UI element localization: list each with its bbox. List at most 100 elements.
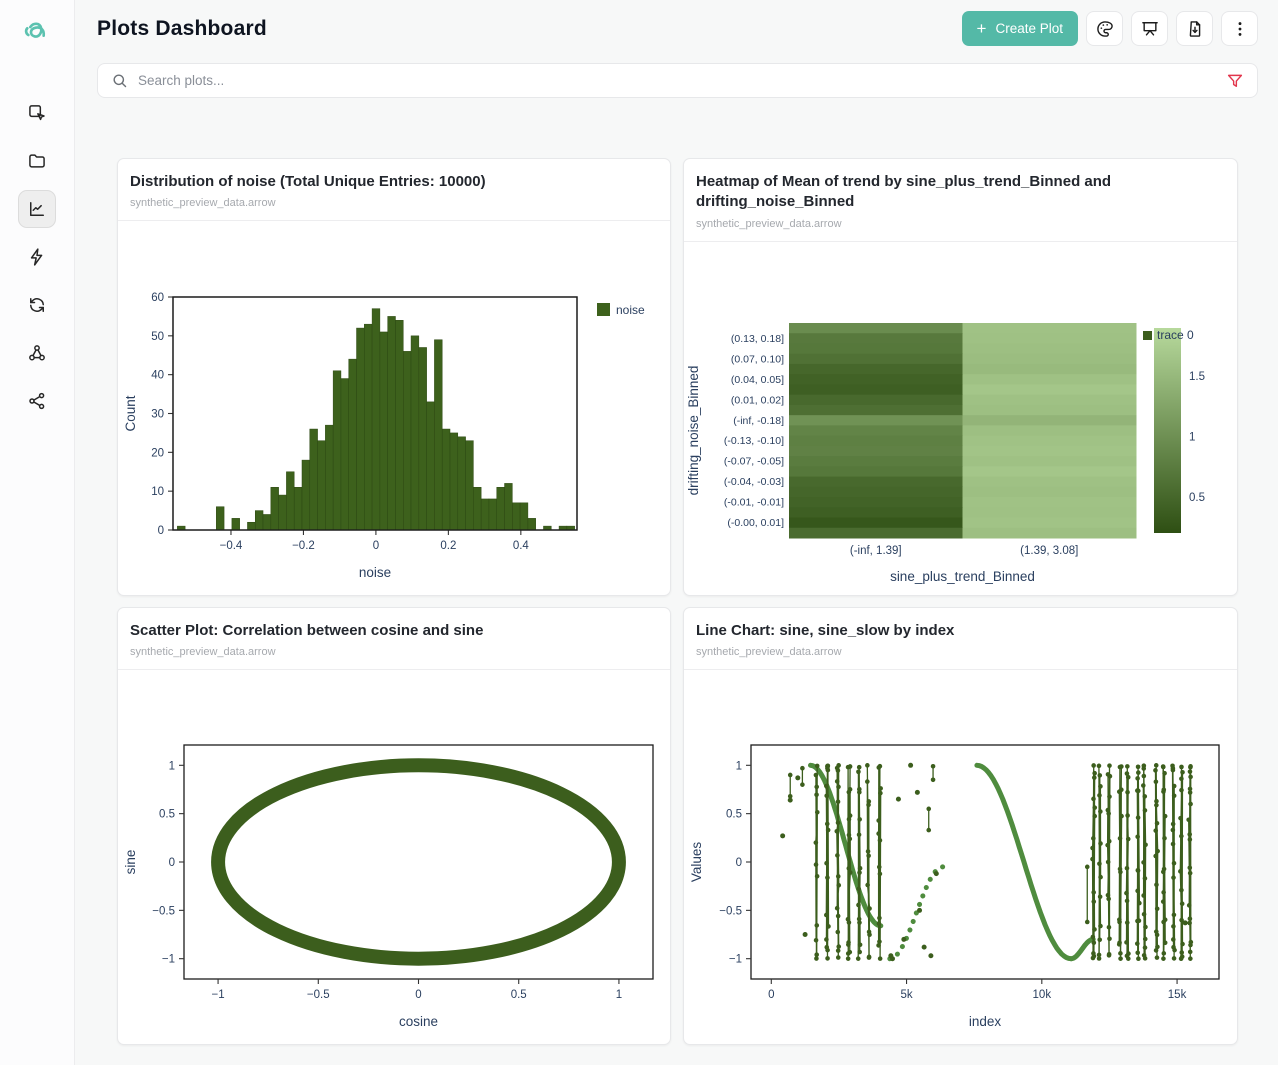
card-trend-heatmap: Heatmap of Mean of trend by sine_plus_tr… — [683, 158, 1238, 596]
sidebar-item-files[interactable] — [18, 142, 56, 180]
svg-text:0.5: 0.5 — [726, 809, 742, 821]
svg-text:sine_plus_trend_Binned: sine_plus_trend_Binned — [890, 569, 1035, 584]
theme-palette-button[interactable] — [1086, 11, 1123, 46]
scatter-chart[interactable]: −1 −0.5 0 0.5 1 −1 −0.5 0 0.5 1 cosine sine — [118, 673, 670, 1041]
svg-text:20: 20 — [151, 447, 164, 459]
sidebar-item-actions[interactable] — [18, 238, 56, 276]
kebab-menu-icon — [1238, 21, 1241, 36]
line-chart-icon — [30, 202, 44, 216]
histogram-chart[interactable]: −0.4 −0.2 0 0.2 0.4 0 10 20 30 40 50 60 noise Count no… — [118, 225, 670, 591]
svg-text:0: 0 — [736, 857, 742, 869]
svg-text:1: 1 — [1189, 432, 1195, 444]
plot-title: Heatmap of Mean of trend by sine_plus_tr… — [696, 173, 1112, 211]
svg-text:1: 1 — [616, 989, 622, 1001]
svg-text:0: 0 — [768, 989, 774, 1001]
svg-text:(-inf, 1.39]: (-inf, 1.39] — [850, 545, 902, 557]
presentation-icon — [1141, 21, 1158, 36]
more-menu-button[interactable] — [1221, 11, 1258, 46]
plot-source-file: synthetic_preview_data.arrow — [130, 197, 276, 210]
svg-text:60: 60 — [151, 292, 164, 304]
svg-text:0: 0 — [158, 525, 164, 537]
plot-area: 0 5k 10k 15k −1 −0.5 0 0.5 1 index Values — [684, 669, 1237, 1044]
filter-funnel-icon[interactable] — [1226, 72, 1244, 90]
svg-text:0.2: 0.2 — [440, 540, 456, 552]
sidebar-item-select[interactable] — [18, 94, 56, 132]
svg-text:0: 0 — [415, 989, 421, 1001]
create-plot-label: Create Plot — [995, 21, 1063, 36]
plot-source-file: synthetic_preview_data.arrow — [696, 646, 842, 659]
svg-text:noise: noise — [359, 565, 391, 580]
plot-source-file: synthetic_preview_data.arrow — [696, 217, 842, 230]
main-content: Plots Dashboard + Create Plot — [75, 0, 1278, 1045]
plot-title: Scatter Plot: Correlation between cosine… — [130, 622, 484, 639]
card-header: Distribution of noise (Total Unique Entr… — [118, 159, 670, 220]
svg-text:10k: 10k — [1033, 989, 1052, 1001]
svg-text:0.5: 0.5 — [1189, 492, 1205, 504]
sidebar — [0, 0, 75, 1065]
plot-area: −0.4 −0.2 0 0.2 0.4 0 10 20 30 40 50 60 noise Count no… — [118, 220, 670, 595]
svg-text:5k: 5k — [900, 989, 912, 1001]
page-title: Plots Dashboard — [97, 16, 267, 40]
svg-text:(-0.01, -0.01]: (-0.01, -0.01] — [724, 497, 784, 509]
svg-text:−0.2: −0.2 — [292, 540, 315, 552]
sidebar-nav — [18, 94, 56, 420]
sidebar-item-sync[interactable] — [18, 286, 56, 324]
svg-text:−1: −1 — [162, 954, 175, 966]
svg-text:1: 1 — [169, 760, 175, 772]
svg-text:sine: sine — [123, 850, 138, 875]
card-cosine-sine-scatter: Scatter Plot: Correlation between cosine… — [117, 607, 671, 1045]
plot-area: −1 −0.5 0 0.5 1 −1 −0.5 0 0.5 1 cosine sine — [118, 669, 670, 1044]
presentation-button[interactable] — [1131, 11, 1168, 46]
export-file-button[interactable] — [1176, 11, 1213, 46]
svg-text:−0.5: −0.5 — [152, 905, 175, 917]
card-header: Scatter Plot: Correlation between cosine… — [118, 608, 670, 669]
svg-text:cosine: cosine — [399, 1014, 438, 1029]
webhook-icon — [29, 345, 45, 361]
select-area-icon — [29, 105, 45, 121]
svg-text:trace 0: trace 0 — [1157, 328, 1194, 342]
plot-source-file: synthetic_preview_data.arrow — [130, 646, 276, 659]
palette-icon — [1096, 20, 1113, 37]
folder-icon — [29, 154, 45, 168]
svg-text:Count: Count — [123, 395, 138, 431]
svg-text:drifting_noise_Binned: drifting_noise_Binned — [686, 366, 701, 496]
search-input[interactable] — [138, 73, 1216, 88]
svg-text:index: index — [969, 1014, 1002, 1029]
svg-text:(1.39, 3.08]: (1.39, 3.08] — [1020, 545, 1078, 557]
svg-text:−0.5: −0.5 — [719, 905, 742, 917]
lightning-icon — [30, 248, 43, 266]
card-header: Heatmap of Mean of trend by sine_plus_tr… — [684, 159, 1237, 241]
svg-text:(-0.00, 0.01]: (-0.00, 0.01] — [727, 517, 784, 529]
sidebar-item-plots[interactable] — [18, 190, 56, 228]
svg-text:0.4: 0.4 — [513, 540, 530, 552]
search-icon — [111, 72, 128, 89]
svg-text:noise: noise — [616, 303, 645, 317]
svg-text:−0.5: −0.5 — [307, 989, 330, 1001]
svg-text:−1: −1 — [212, 989, 225, 1001]
card-noise-histogram: Distribution of noise (Total Unique Entr… — [117, 158, 671, 596]
svg-text:(0.04, 0.05]: (0.04, 0.05] — [731, 374, 784, 386]
card-sine-line-chart: Line Chart: sine, sine_slow by index syn… — [683, 607, 1238, 1045]
plot-title: Line Chart: sine, sine_slow by index — [696, 622, 955, 639]
create-plot-button[interactable]: + Create Plot — [961, 11, 1078, 46]
svg-text:(-inf, -0.18]: (-inf, -0.18] — [733, 415, 784, 427]
plot-title: Distribution of noise (Total Unique Entr… — [130, 173, 486, 190]
svg-text:50: 50 — [151, 331, 164, 343]
multiline-chart[interactable]: 0 5k 10k 15k −1 −0.5 0 0.5 1 index Values — [684, 673, 1237, 1041]
svg-text:−1: −1 — [729, 954, 742, 966]
svg-text:(-0.13, -0.10]: (-0.13, -0.10] — [724, 435, 784, 447]
svg-text:1: 1 — [736, 760, 742, 772]
svg-text:(0.13, 0.18]: (0.13, 0.18] — [731, 333, 784, 345]
heatmap-chart[interactable]: (0.13, 0.18] (0.07, 0.10] (0.04, 0.05] (0.0… — [684, 243, 1237, 593]
app-logo[interactable] — [18, 14, 56, 52]
svg-text:0.5: 0.5 — [511, 989, 527, 1001]
sidebar-item-share[interactable] — [18, 382, 56, 420]
svg-text:15k: 15k — [1168, 989, 1187, 1001]
sidebar-item-webhook[interactable] — [18, 334, 56, 372]
svg-text:−0.4: −0.4 — [220, 540, 243, 552]
topbar: Plots Dashboard + Create Plot — [75, 0, 1278, 46]
svg-text:(0.01, 0.02]: (0.01, 0.02] — [731, 395, 784, 407]
svg-text:10: 10 — [151, 486, 164, 498]
svg-text:0: 0 — [373, 540, 379, 552]
plot-area: (0.13, 0.18] (0.07, 0.10] (0.04, 0.05] (0.0… — [684, 240, 1237, 596]
